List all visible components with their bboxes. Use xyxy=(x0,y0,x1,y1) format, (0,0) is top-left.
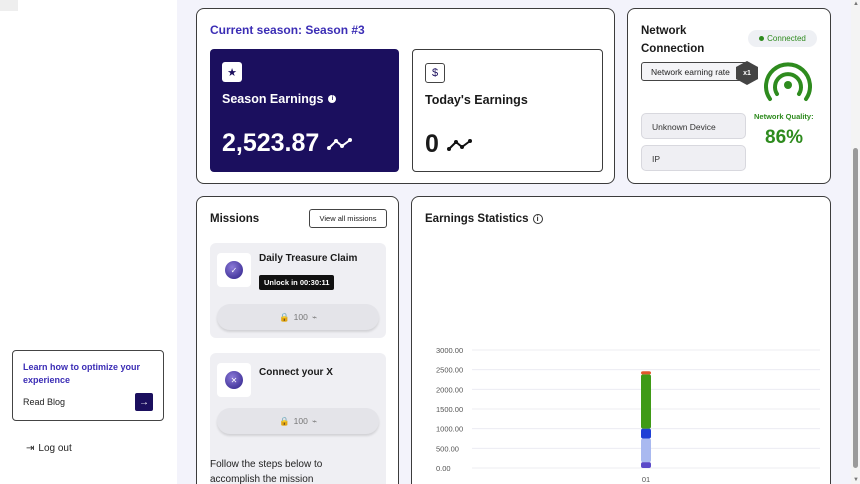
reward-amount: 100 xyxy=(293,312,308,322)
reward-amount: 100 xyxy=(293,416,308,426)
today-earnings-label: Today's Earnings xyxy=(425,93,528,107)
season-earnings-value: 2,523.87 xyxy=(222,129,353,158)
season-earnings-card: ★ Season Earnings i 2,523.87 xyxy=(210,49,399,172)
promo-title: Learn how to optimize your experience xyxy=(23,362,141,385)
device-field: Unknown Device xyxy=(641,113,746,139)
check-badge-icon: ✓ xyxy=(225,261,243,279)
earnings-statistics-title: Earnings Statistics i xyxy=(425,213,543,225)
mission-icon: ✓ xyxy=(217,253,251,287)
bar-segment xyxy=(641,438,651,463)
earnings-chart: 3000.00 2500.00 2000.00 1500.00 1000.00 500.0… xyxy=(436,346,820,484)
trend-icon xyxy=(327,137,353,150)
y-tick-label: 2500.00 xyxy=(436,366,463,375)
season-earnings-text: Season Earnings xyxy=(222,92,324,106)
connection-status-text: Connected xyxy=(767,34,806,43)
info-icon[interactable]: i xyxy=(532,214,543,224)
earnings-statistics-card: Earnings Statistics i 3000.00 2500.00 2000… xyxy=(411,196,831,484)
season-earnings-label: Season Earnings i xyxy=(222,92,337,106)
view-all-missions-button[interactable]: View all missions xyxy=(309,209,387,228)
scroll-down-icon[interactable]: ▼ xyxy=(853,477,859,483)
star-icon: ★ xyxy=(222,62,242,82)
y-tick-label: 500.00 xyxy=(436,444,459,453)
network-quality-label: Network Quality: xyxy=(754,112,814,121)
claim-button[interactable]: 🔒 100 ⌁ xyxy=(217,304,379,330)
promo-row[interactable]: Read Blog → xyxy=(23,393,153,411)
logout-icon: ⇥ xyxy=(26,443,35,454)
missions-title: Missions xyxy=(210,213,260,225)
unlock-timer-badge: Unlock in 00:30:11 xyxy=(259,275,335,290)
mission-title: Connect your X xyxy=(259,367,333,378)
trend-icon: ⌁ xyxy=(311,311,317,322)
today-earnings-value: 0 xyxy=(425,130,473,159)
x-logo-icon: ✕ xyxy=(225,371,243,389)
scrollbar-thumb[interactable] xyxy=(853,148,858,468)
status-dot xyxy=(759,36,765,41)
mission-icon: ✕ xyxy=(217,363,251,397)
missions-card: Missions View all missions ✓ Daily Treas… xyxy=(196,196,399,484)
ip-field: IP xyxy=(641,145,746,171)
arrow-right-icon[interactable]: → xyxy=(135,393,153,411)
network-earning-rate-button[interactable]: Network earning rate xyxy=(641,62,751,81)
claim-button[interactable]: 🔒 100 ⌁ xyxy=(217,408,379,434)
mission-title: Daily Treasure Claim xyxy=(259,253,358,264)
trend-icon xyxy=(446,138,472,151)
mission-instructions: Follow the steps below to accomplish the… xyxy=(210,459,323,484)
info-icon[interactable]: i xyxy=(328,95,337,103)
lock-icon: 🔒 xyxy=(279,311,290,322)
season-title: Current season: Season #3 xyxy=(210,23,365,37)
blog-promo-card: Learn how to optimize your experience Re… xyxy=(12,350,164,421)
trend-icon: ⌁ xyxy=(311,415,317,426)
read-blog-link[interactable]: Read Blog xyxy=(23,397,66,407)
y-tick-label: 1500.00 xyxy=(436,405,463,414)
bar-segment xyxy=(641,371,651,375)
lock-icon: 🔒 xyxy=(279,415,290,426)
y-tick-label: 0.00 xyxy=(436,464,451,473)
bar-segment xyxy=(641,462,651,468)
sidebar: Learn how to optimize your experience Re… xyxy=(0,0,177,484)
mission-item: ✓ Daily Treasure Claim Unlock in 00:30:1… xyxy=(210,243,386,338)
y-tick-label: 1000.00 xyxy=(436,425,463,434)
network-card: Network Connection Connected Network ear… xyxy=(627,8,831,184)
scroll-up-icon[interactable]: ▲ xyxy=(853,1,859,7)
money-bag-icon: $ xyxy=(425,63,445,83)
network-title: Network Connection xyxy=(641,25,705,55)
today-earnings-amount: 0 xyxy=(425,130,439,158)
logout-button[interactable]: ⇥ Log out xyxy=(26,443,72,454)
today-earnings-card: $ Today's Earnings 0 xyxy=(412,49,603,172)
bar-segment xyxy=(641,374,651,429)
x-tick-label: 01 xyxy=(642,475,650,484)
multiplier-badge: x1 xyxy=(736,61,758,85)
y-tick-label: 2000.00 xyxy=(436,385,463,394)
stats-title-text: Earnings Statistics xyxy=(425,213,529,225)
scrollbar[interactable]: ▲ ▼ xyxy=(851,0,860,484)
mission-item: ✕ Connect your X 🔒 100 ⌁ xyxy=(210,353,386,484)
network-quality-value: 86% xyxy=(765,127,804,148)
sidebar-top-block xyxy=(0,0,18,11)
logout-label: Log out xyxy=(38,443,72,454)
connection-status-badge: Connected xyxy=(748,30,817,47)
season-earnings-amount: 2,523.87 xyxy=(222,129,320,157)
y-tick-label: 3000.00 xyxy=(436,346,463,355)
bar-segment xyxy=(641,428,651,439)
signal-icon xyxy=(764,62,812,101)
season-card: Current season: Season #3 ★ Season Earni… xyxy=(196,8,615,184)
